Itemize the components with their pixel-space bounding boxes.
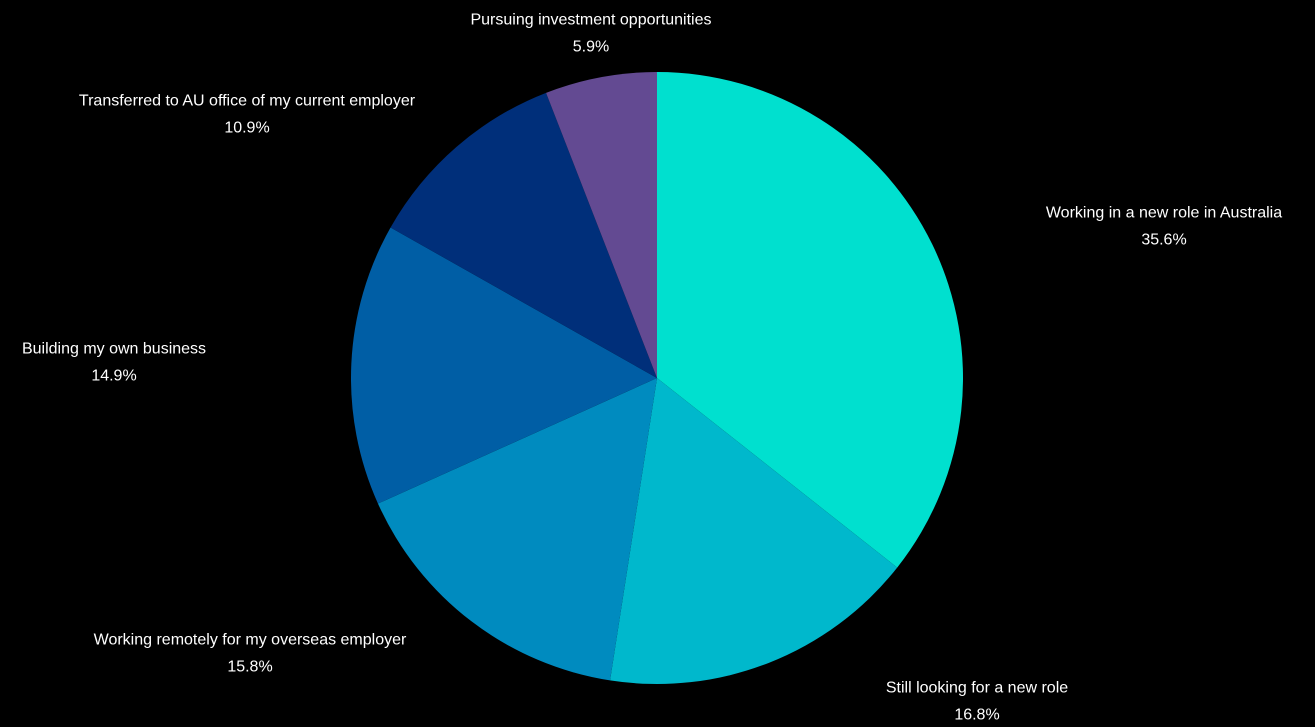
slice-value-label-working-remotely-for-my-overseas-employer: 15.8%	[227, 659, 272, 676]
slice-value-label-transferred-to-au-office-of-my-current-employer: 10.9%	[224, 120, 269, 137]
slice-label-transferred-to-au-office-of-my-current-employer: Transferred to AU office of my current e…	[79, 93, 416, 110]
slice-value-label-still-looking-for-a-new-role: 16.8%	[954, 707, 999, 724]
pie-slices	[351, 72, 963, 684]
slice-value-label-pursuing-investment-opportunities: 5.9%	[573, 39, 609, 56]
slice-value-label-working-in-a-new-role-in-australia: 35.6%	[1141, 232, 1186, 249]
slice-label-pursuing-investment-opportunities: Pursuing investment opportunities	[470, 12, 711, 29]
slice-label-working-remotely-for-my-overseas-employer: Working remotely for my overseas employe…	[94, 632, 407, 649]
slice-label-building-my-own-business: Building my own business	[22, 341, 206, 358]
slice-value-label-building-my-own-business: 14.9%	[91, 368, 136, 385]
slice-label-working-in-a-new-role-in-australia: Working in a new role in Australia	[1046, 205, 1282, 222]
slice-label-still-looking-for-a-new-role: Still looking for a new role	[886, 680, 1068, 697]
